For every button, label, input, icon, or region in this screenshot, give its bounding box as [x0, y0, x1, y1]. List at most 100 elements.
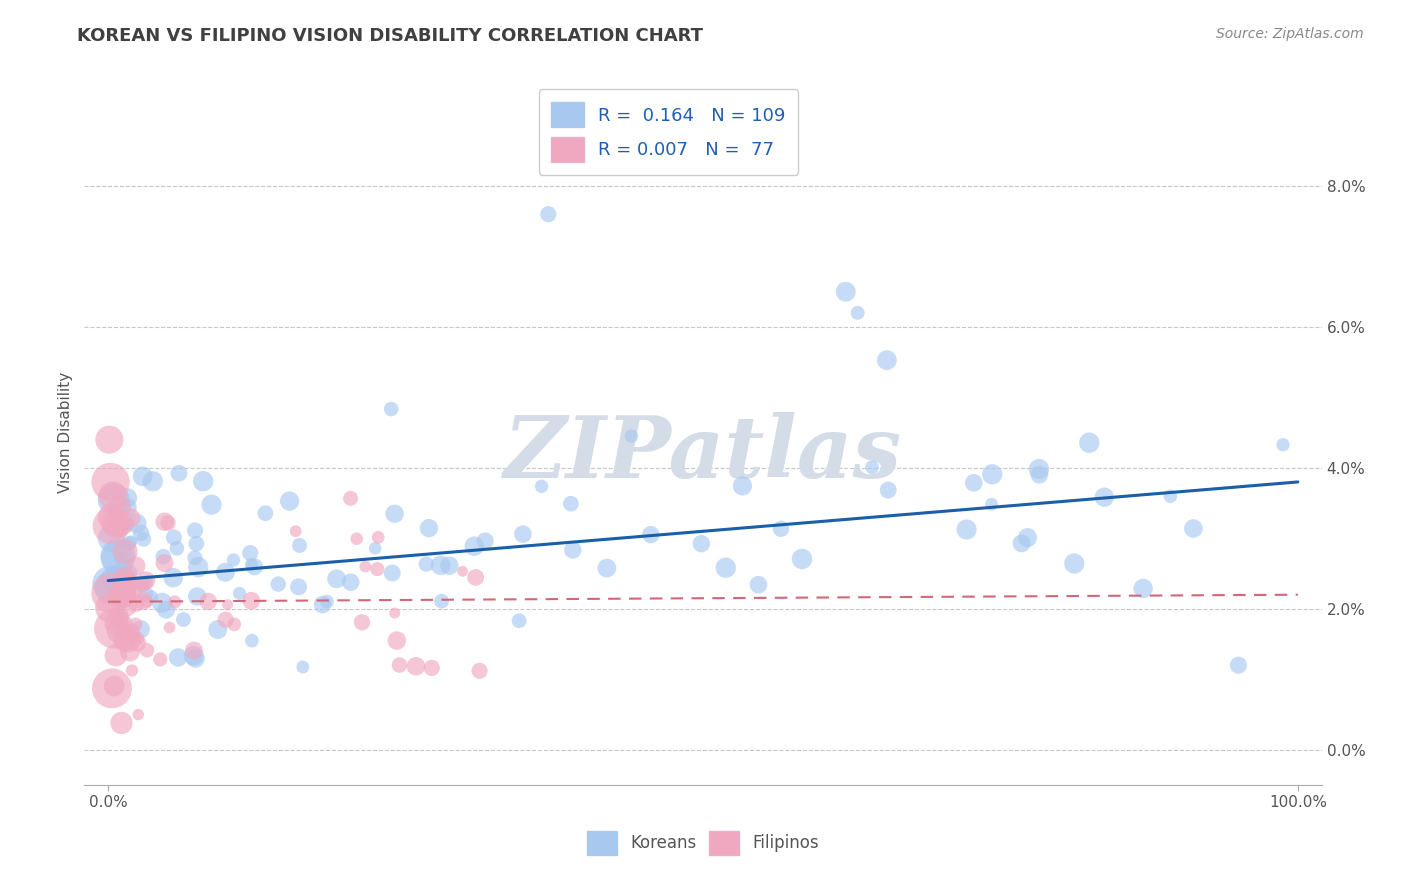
Point — [316, 594, 339, 608]
Point — [240, 633, 263, 648]
Point — [464, 570, 486, 584]
Point — [254, 506, 277, 520]
Point — [127, 632, 149, 646]
Point — [132, 594, 155, 608]
Point — [127, 707, 149, 722]
Point — [1227, 658, 1250, 673]
Point — [120, 511, 142, 525]
Point — [388, 658, 411, 673]
Point — [117, 632, 139, 647]
Point — [107, 610, 129, 624]
Point — [107, 584, 129, 599]
Point — [1017, 531, 1039, 545]
Point — [1132, 582, 1154, 596]
Point — [114, 570, 136, 584]
Point — [468, 664, 491, 678]
Point — [1159, 489, 1181, 503]
Point — [981, 467, 1004, 482]
Point — [439, 558, 461, 573]
Point — [142, 475, 165, 489]
Point — [111, 577, 134, 591]
Text: ZIPatlas: ZIPatlas — [503, 412, 903, 496]
Y-axis label: Vision Disability: Vision Disability — [58, 372, 73, 493]
Point — [224, 617, 246, 632]
Point — [163, 595, 186, 609]
Point — [107, 549, 129, 564]
Point — [125, 558, 148, 573]
Point — [228, 586, 250, 600]
Point — [350, 615, 373, 630]
Point — [156, 516, 179, 530]
Point — [100, 510, 122, 524]
Point — [380, 402, 402, 417]
Point — [117, 517, 139, 532]
Point — [163, 530, 186, 544]
Point — [135, 587, 157, 601]
Point — [790, 552, 813, 566]
Point — [512, 527, 534, 541]
Point — [186, 590, 208, 604]
Point — [191, 474, 214, 488]
Point — [108, 500, 131, 514]
Text: Source: ZipAtlas.com: Source: ZipAtlas.com — [1216, 27, 1364, 41]
Point — [100, 518, 122, 533]
Point — [366, 562, 388, 576]
Point — [103, 622, 125, 636]
Point — [187, 560, 209, 574]
Point — [451, 564, 474, 578]
Point — [1028, 467, 1050, 482]
Point — [155, 603, 177, 617]
Point — [104, 648, 127, 663]
Point — [120, 534, 142, 549]
Point — [131, 579, 153, 593]
Point — [101, 581, 124, 595]
Point — [200, 498, 222, 512]
Point — [120, 626, 142, 640]
Point — [101, 586, 124, 600]
Point — [222, 553, 245, 567]
Point — [117, 586, 139, 600]
Point — [167, 650, 190, 665]
Point — [103, 517, 125, 532]
Point — [110, 715, 132, 730]
Point — [141, 590, 163, 604]
Point — [876, 353, 898, 368]
Point — [288, 539, 311, 553]
Point — [98, 600, 121, 615]
Point — [340, 575, 363, 590]
Point — [287, 580, 309, 594]
Point — [127, 636, 149, 650]
Point — [508, 614, 530, 628]
Point — [186, 536, 208, 550]
Point — [166, 541, 188, 556]
Point — [101, 681, 124, 696]
Point — [1092, 490, 1115, 504]
Point — [98, 433, 121, 447]
Point — [560, 497, 582, 511]
Point — [690, 536, 713, 550]
Point — [267, 577, 290, 591]
Point — [108, 624, 131, 638]
Point — [114, 582, 136, 597]
Point — [150, 596, 173, 610]
Point — [135, 594, 157, 608]
Point — [183, 643, 205, 657]
Point — [877, 483, 900, 497]
Point — [537, 207, 560, 221]
Point — [172, 613, 194, 627]
Point — [405, 659, 427, 673]
Point — [769, 522, 792, 536]
Point — [114, 592, 136, 607]
Point — [184, 550, 207, 565]
Point — [530, 479, 553, 493]
Point — [112, 587, 135, 601]
Point — [101, 489, 124, 503]
Legend: Koreans, Filipinos: Koreans, Filipinos — [579, 824, 827, 861]
Point — [980, 497, 1002, 511]
Point — [284, 524, 307, 538]
Point — [110, 551, 132, 566]
Point — [100, 531, 122, 545]
Point — [596, 561, 619, 575]
Point — [110, 516, 132, 531]
Point — [110, 614, 132, 628]
